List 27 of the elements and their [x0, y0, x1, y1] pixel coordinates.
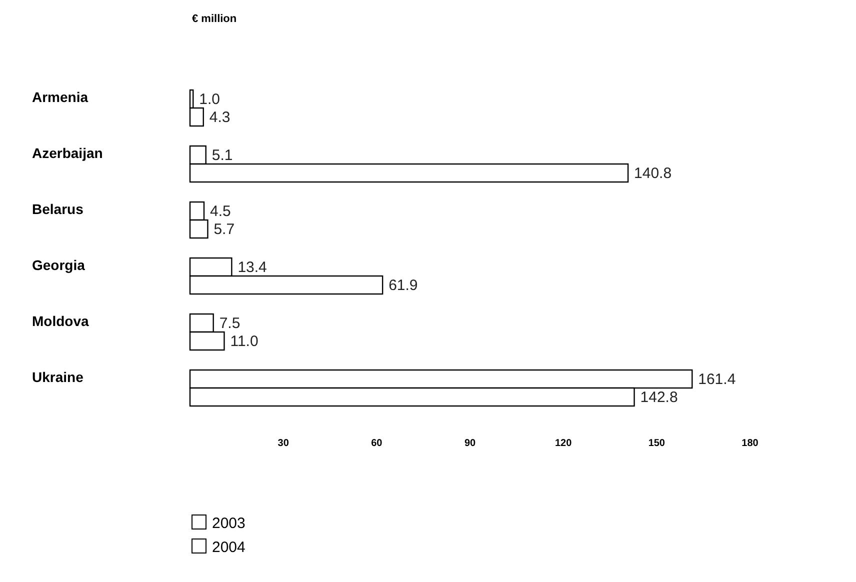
y-tick-label: Armenia [32, 89, 88, 105]
y-tick-label: Belarus [32, 201, 84, 217]
y-tick-label: Georgia [32, 257, 86, 273]
data-label: 13.4 [238, 259, 267, 276]
data-label: 142.8 [640, 389, 678, 406]
x-axis-title: € million [192, 13, 237, 25]
x-tick-label: 90 [464, 438, 476, 449]
data-label: 5.7 [214, 221, 235, 238]
x-tick-label: 150 [648, 438, 666, 449]
legend-label: 2003 [212, 515, 246, 532]
data-label: 4.3 [209, 109, 230, 126]
data-label: 140.8 [634, 165, 672, 182]
data-label: 7.5 [219, 315, 240, 332]
data-label: 61.9 [388, 277, 418, 294]
legend-label: 2004 [212, 539, 246, 556]
x-tick-label: 30 [278, 438, 290, 449]
data-label: 161.4 [698, 371, 736, 388]
data-label: 11.0 [230, 333, 258, 350]
y-tick-label: Moldova [32, 313, 89, 329]
x-tick-label: 120 [554, 438, 572, 449]
data-label: 5.1 [212, 147, 233, 164]
x-tick-label: 180 [742, 438, 759, 449]
y-tick-label: Ukraine [32, 369, 84, 385]
y-tick-label: Azerbaijan [32, 145, 103, 161]
data-label: 1.0 [199, 91, 220, 108]
data-label: 4.5 [210, 203, 231, 220]
x-tick-label: 60 [371, 438, 383, 449]
